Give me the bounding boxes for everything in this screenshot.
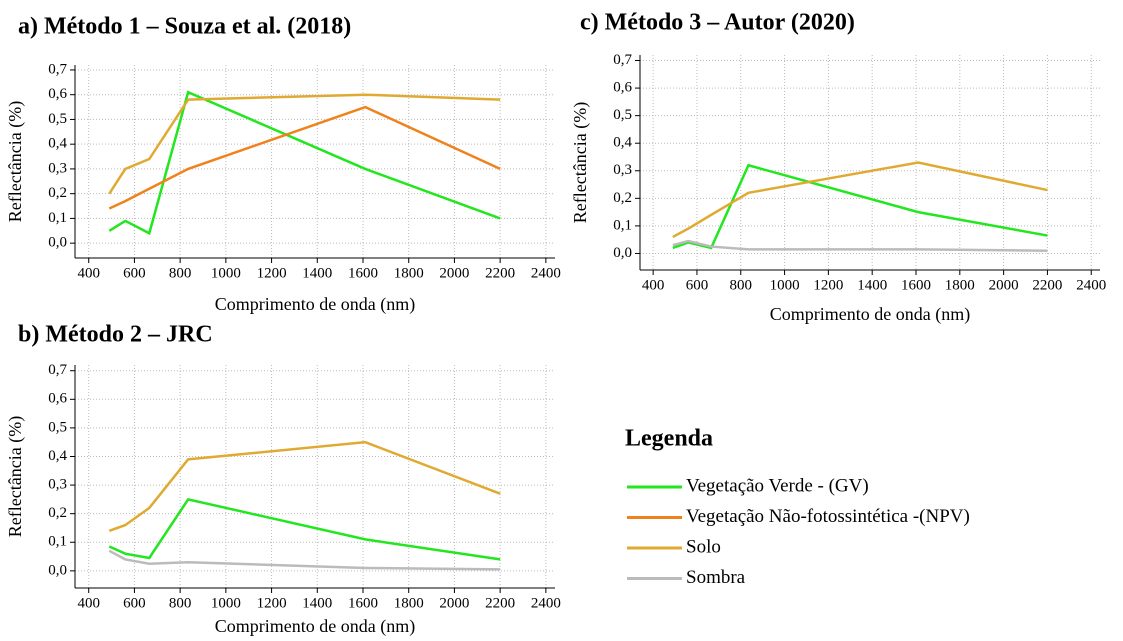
x-tick-label: 2200 xyxy=(485,265,515,281)
series-line xyxy=(108,497,501,561)
y-tick-label: 0,0 xyxy=(48,562,67,578)
x-tick-label: 1800 xyxy=(394,595,424,611)
x-tick-label: 400 xyxy=(642,277,665,293)
y-tick-label: 0,5 xyxy=(613,107,632,123)
y-tick-label: 0,6 xyxy=(48,86,67,102)
x-tick-label: 2200 xyxy=(1032,277,1062,293)
chart-title: a) Método 1 – Souza et al. (2018) xyxy=(18,14,351,40)
x-tick-label: 1800 xyxy=(945,277,975,293)
chart-title: c) Método 3 – Autor (2020) xyxy=(580,10,855,36)
x-tick-label: 600 xyxy=(123,595,146,611)
y-tick-label: 0,5 xyxy=(48,111,67,127)
series-line xyxy=(672,163,1048,250)
y-tick-label: 0,7 xyxy=(613,52,632,68)
x-tick-label: 2000 xyxy=(439,265,469,281)
x-tick-label: 1000 xyxy=(211,595,241,611)
x-tick-label: 1800 xyxy=(394,265,424,281)
x-tick-label: 1600 xyxy=(901,277,931,293)
x-tick-label: 1600 xyxy=(348,595,378,611)
x-tick-label: 2000 xyxy=(439,595,469,611)
y-tick-label: 0,6 xyxy=(613,80,632,96)
x-tick-label: 1400 xyxy=(857,277,887,293)
series-line xyxy=(108,105,501,210)
x-tick-label: 800 xyxy=(169,595,192,611)
x-tick-label: 800 xyxy=(169,265,192,281)
x-tick-label: 1200 xyxy=(257,265,287,281)
legend-title: Legenda xyxy=(625,426,713,452)
x-tick-label: 1000 xyxy=(211,265,241,281)
y-axis-label: Reflectância (%) xyxy=(5,101,26,222)
series-line xyxy=(108,93,501,195)
series-line xyxy=(108,549,501,571)
y-tick-label: 0,3 xyxy=(48,160,67,176)
x-tick-label: 600 xyxy=(686,277,709,293)
y-axis-label: Reflectância (%) xyxy=(5,416,26,537)
y-tick-label: 0,6 xyxy=(48,391,67,407)
y-tick-label: 0,2 xyxy=(613,190,632,206)
y-tick-label: 0,1 xyxy=(48,534,67,550)
x-tick-label: 2200 xyxy=(485,595,515,611)
series-line xyxy=(672,239,1048,252)
y-tick-label: 0,7 xyxy=(48,61,67,77)
x-tick-label: 2400 xyxy=(531,595,561,611)
legend-label: Sombra xyxy=(686,567,746,588)
x-tick-label: 1600 xyxy=(348,265,378,281)
x-tick-label: 2400 xyxy=(531,265,561,281)
y-tick-label: 0,0 xyxy=(613,245,632,261)
series-line xyxy=(108,440,501,532)
y-axis-label: Reflectância (%) xyxy=(570,102,591,223)
x-tick-label: 2000 xyxy=(989,277,1019,293)
x-tick-label: 600 xyxy=(123,265,146,281)
x-tick-label: 400 xyxy=(77,265,100,281)
y-tick-label: 0,4 xyxy=(613,135,632,151)
y-tick-label: 0,1 xyxy=(613,217,632,233)
x-axis-label: Comprimento de onda (nm) xyxy=(215,294,415,315)
chart-title: b) Método 2 – JRC xyxy=(18,322,213,348)
y-tick-label: 0,1 xyxy=(48,210,67,226)
series-line xyxy=(672,161,1048,239)
y-tick-label: 0,3 xyxy=(613,162,632,178)
x-tick-label: 2400 xyxy=(1076,277,1106,293)
legend-label: Vegetação Não-fotossintética -(NPV) xyxy=(686,506,970,527)
y-tick-label: 0,4 xyxy=(48,136,67,152)
x-axis-label: Comprimento de onda (nm) xyxy=(770,304,970,325)
x-tick-label: 1200 xyxy=(813,277,843,293)
y-tick-label: 0,0 xyxy=(48,235,67,251)
y-tick-label: 0,5 xyxy=(48,419,67,435)
series-line xyxy=(108,90,501,236)
y-tick-label: 0,4 xyxy=(48,448,67,464)
x-tick-label: 800 xyxy=(730,277,753,293)
y-tick-label: 0,2 xyxy=(48,185,67,201)
legend-label: Solo xyxy=(686,536,721,557)
x-axis-label: Comprimento de onda (nm) xyxy=(215,616,415,637)
x-tick-label: 400 xyxy=(77,595,100,611)
x-tick-label: 1400 xyxy=(302,265,332,281)
x-tick-label: 1400 xyxy=(302,595,332,611)
x-tick-label: 1200 xyxy=(257,595,287,611)
y-tick-label: 0,2 xyxy=(48,505,67,521)
y-tick-label: 0,3 xyxy=(48,477,67,493)
y-tick-label: 0,7 xyxy=(48,362,67,378)
x-tick-label: 1000 xyxy=(770,277,800,293)
legend-label: Vegetação Verde - (GV) xyxy=(686,475,869,496)
